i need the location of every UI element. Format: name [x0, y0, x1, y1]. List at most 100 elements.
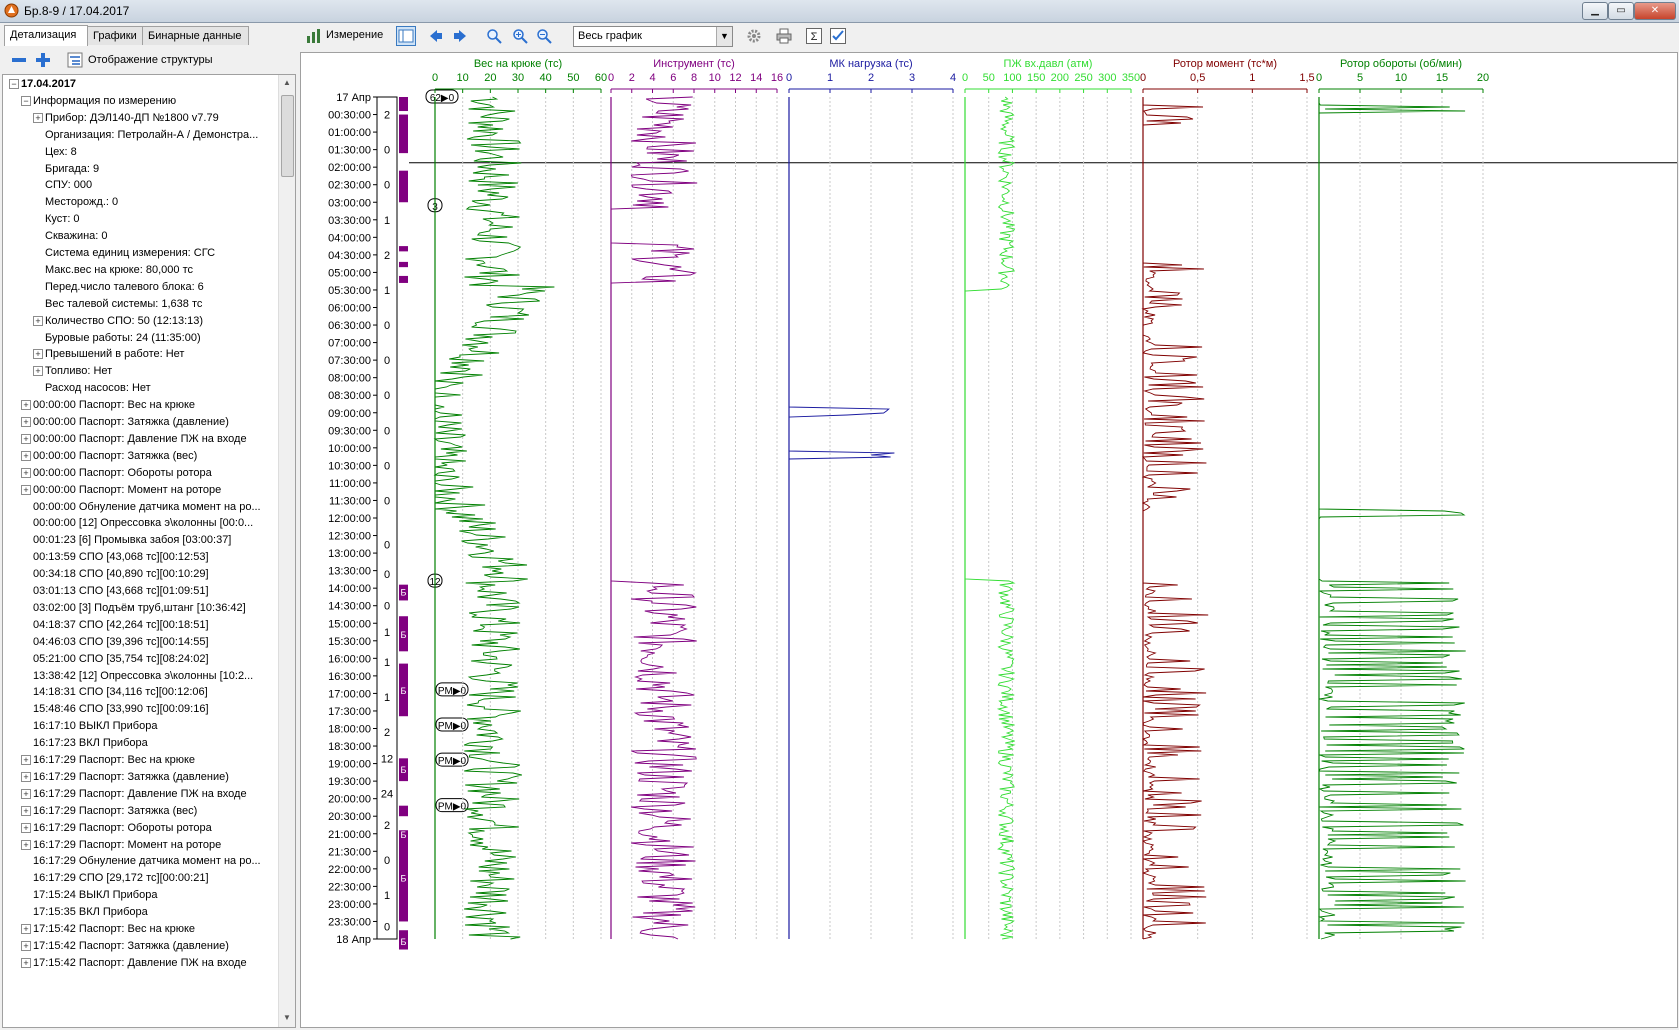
- tree-event-item[interactable]: +16:17:29 Паспорт: Обороты ротора: [3, 819, 275, 837]
- track-1[interactable]: Инструмент (тс) 0 2 4 6 8 10 12 14 16: [608, 58, 783, 940]
- track-2[interactable]: МК нагрузка (тс) 0 1 2 3 4: [786, 58, 956, 939]
- tree-event-item[interactable]: 15:48:46 СПО [33,990 тс][00:09:16]: [3, 700, 275, 718]
- event-marker[interactable]: [435, 717, 469, 732]
- expand-icon[interactable]: +: [33, 349, 43, 360]
- scroll-thumb[interactable]: [281, 95, 294, 177]
- tree-event-item[interactable]: +16:17:29 Паспорт: Затяжка (давление): [3, 768, 275, 786]
- tree-event-item[interactable]: 00:00:00 [12] Опрессовка э\колонны [00:0…: [3, 514, 275, 532]
- minimize-button[interactable]: ▁: [1582, 2, 1608, 20]
- tree-event-item[interactable]: 00:13:59 СПО [43,068 тс][00:12:53]: [3, 548, 275, 566]
- tree-event-item[interactable]: +17:15:42 Паспорт: Затяжка (давление): [3, 937, 275, 955]
- zoom-out-icon[interactable]: [536, 28, 552, 44]
- event-marker[interactable]: [435, 682, 469, 697]
- tree-event-item[interactable]: 16:17:29 СПО [29,172 тс][00:00:21]: [3, 869, 275, 887]
- tree-info-item[interactable]: + Прибор: ДЭЛ140-ДП №1800 v7.79: [3, 109, 275, 127]
- expand-icon[interactable]: +: [21, 417, 31, 427]
- expand-icon[interactable]: +: [21, 467, 31, 478]
- print-icon[interactable]: [776, 28, 792, 44]
- expand-icon[interactable]: +: [21, 433, 31, 444]
- expand-icon[interactable]: +: [21, 400, 31, 411]
- tree-event-item[interactable]: 03:01:13 СПО [43,668 тс][01:09:51]: [3, 582, 275, 600]
- expand-icon[interactable]: +: [21, 839, 31, 850]
- expand-icon[interactable]: +: [21, 822, 31, 833]
- expand-icon[interactable]: +: [33, 112, 43, 123]
- scroll-up-icon[interactable]: ▲: [283, 78, 291, 87]
- tree-event-item[interactable]: 16:17:10 ВЫКЛ Прибора: [3, 717, 275, 735]
- tree-info-item[interactable]: + Топливо: Нет: [3, 362, 275, 380]
- structure-icon[interactable]: [66, 51, 84, 69]
- tree-info-item[interactable]: СПУ: 000: [3, 176, 275, 194]
- checklist-icon[interactable]: [830, 28, 846, 44]
- tree-info-item[interactable]: Расход насосов: Нет: [3, 379, 275, 397]
- tree-event-item[interactable]: +16:17:29 Паспорт: Давление ПЖ на входе: [3, 785, 275, 803]
- collapse-icon[interactable]: −: [9, 79, 19, 89]
- tree-event-item[interactable]: 17:15:24 ВЫКЛ Прибора: [3, 886, 275, 904]
- close-button[interactable]: ✕: [1634, 2, 1676, 20]
- tree-event-item[interactable]: +00:00:00 Паспорт: Давление ПЖ на входе: [3, 430, 275, 448]
- expand-icon[interactable]: +: [21, 484, 31, 495]
- tree-event-item[interactable]: 16:17:29 Обнуление датчика момент на ро.…: [3, 852, 275, 870]
- expand-icon[interactable]: +: [21, 924, 31, 934]
- tree-event-item[interactable]: +00:00:00 Паспорт: Обороты ротора: [3, 464, 275, 482]
- expand-icon[interactable]: +: [21, 788, 31, 799]
- expand-icon[interactable]: +: [21, 755, 31, 765]
- tree-event-item[interactable]: 14:18:31 СПО [34,116 тс][00:12:06]: [3, 683, 275, 701]
- tree-info-item[interactable]: Бригада: 9: [3, 160, 275, 178]
- tree-info-item[interactable]: Организация: Петролайн-А / Демонстра...: [3, 126, 275, 144]
- tree-event-item[interactable]: 00:01:23 [6] Промывка забоя [03:00:37]: [3, 531, 275, 549]
- tree-event-item[interactable]: 16:17:23 ВКЛ Прибора: [3, 734, 275, 752]
- chart-area[interactable]: 17 Апр 00:30:00 01:00:00 01:30:00 02:00:00 02…: [300, 52, 1678, 1028]
- tree-panel[interactable]: −17.04.2017− Информация по измерению + Приб…: [2, 74, 296, 1028]
- event-marker[interactable]: [435, 752, 469, 767]
- range-select[interactable]: Весь график ▼: [573, 26, 733, 47]
- measure-label[interactable]: Измерение: [326, 29, 384, 41]
- event-marker[interactable]: [425, 89, 459, 104]
- measure-icon[interactable]: [306, 28, 322, 44]
- tree-info-item[interactable]: Макс.вес на крюке: 80,000 тс: [3, 261, 275, 279]
- panel-toggle-icon[interactable]: [396, 26, 416, 46]
- expand-icon[interactable]: +: [21, 940, 31, 951]
- tree-event-item[interactable]: 04:18:37 СПО [42,264 тс][00:18:51]: [3, 616, 275, 634]
- expand-icon[interactable]: +: [21, 450, 31, 461]
- expand-icon[interactable]: +: [33, 366, 43, 377]
- structure-label[interactable]: Отображение структуры: [88, 54, 213, 66]
- tree-event-item[interactable]: +16:17:29 Паспорт: Вес на крюке: [3, 751, 275, 769]
- arrow-left-icon[interactable]: [428, 28, 444, 44]
- tab-binary-data[interactable]: Бинарные данные: [142, 26, 249, 45]
- arrow-right-icon[interactable]: [452, 28, 468, 44]
- track-5[interactable]: Ротор обороты (об/мин) 0 5 10 15 20: [1316, 58, 1489, 940]
- tree-event-item[interactable]: 00:34:18 СПО [40,890 тс][00:10:29]: [3, 565, 275, 583]
- tree-event-item[interactable]: 00:00:00 Обнуление датчика момент на ро.…: [3, 498, 275, 516]
- tab-details[interactable]: Детализация: [4, 25, 88, 46]
- tree-info-item[interactable]: Куст: 0: [3, 210, 275, 228]
- expand-icon[interactable]: +: [33, 315, 43, 326]
- tree-event-item[interactable]: +16:17:29 Паспорт: Момент на роторе: [3, 836, 275, 854]
- tree-info-node[interactable]: − Информация по измерению: [3, 92, 275, 110]
- tree-event-item[interactable]: 17:15:35 ВКЛ Прибора: [3, 903, 275, 921]
- tree-info-item[interactable]: + Превышений в работе: Нет: [3, 345, 275, 363]
- tree-event-item[interactable]: +00:00:00 Паспорт: Затяжка (давление): [3, 413, 275, 431]
- tree-event-item[interactable]: 13:38:42 [12] Опрессовка э\колонны [10:2…: [3, 667, 275, 685]
- track-0[interactable]: Вес на крюке (тс) 0 10 20 30 40 50 60: [432, 58, 607, 940]
- tree-event-item[interactable]: +00:00:00 Паспорт: Вес на крюке: [3, 396, 275, 414]
- track-3[interactable]: ПЖ вх.давл (атм) 0 50 100 150 200 250 300 350: [962, 58, 1140, 940]
- collapse-icon[interactable]: −: [21, 95, 31, 106]
- tree-info-item[interactable]: + Количество СПО: 50 (12:13:13): [3, 312, 275, 330]
- tree-date-node[interactable]: −17.04.2017: [3, 75, 275, 93]
- maximize-button[interactable]: ▭: [1608, 2, 1634, 20]
- tree-info-item[interactable]: Буровые работы: 24 (11:35:00): [3, 329, 275, 347]
- track-4[interactable]: Ротор момент (тс*м) 0 0,5 1 1,5: [1140, 58, 1315, 940]
- zoom-in-icon[interactable]: [512, 28, 528, 44]
- tree-event-item[interactable]: 04:46:03 СПО [39,396 тс][00:14:55]: [3, 633, 275, 651]
- scroll-down-icon[interactable]: ▼: [283, 1013, 291, 1022]
- tree-info-item[interactable]: Цех: 8: [3, 143, 275, 161]
- tree-info-item[interactable]: Вес талевой системы: 1,638 тс: [3, 295, 275, 313]
- sum-icon[interactable]: Σ: [806, 28, 822, 44]
- tree-info-item[interactable]: Месторожд.: 0: [3, 193, 275, 211]
- expand-icon[interactable]: +: [21, 957, 31, 968]
- expand-icon[interactable]: +: [21, 771, 31, 782]
- tree-event-item[interactable]: +00:00:00 Паспорт: Затяжка (вес): [3, 447, 275, 465]
- tree-info-item[interactable]: Перед.число талевого блока: 6: [3, 278, 275, 296]
- chevron-down-icon[interactable]: ▼: [716, 27, 732, 46]
- tree-event-item[interactable]: +16:17:29 Паспорт: Затяжка (вес): [3, 802, 275, 820]
